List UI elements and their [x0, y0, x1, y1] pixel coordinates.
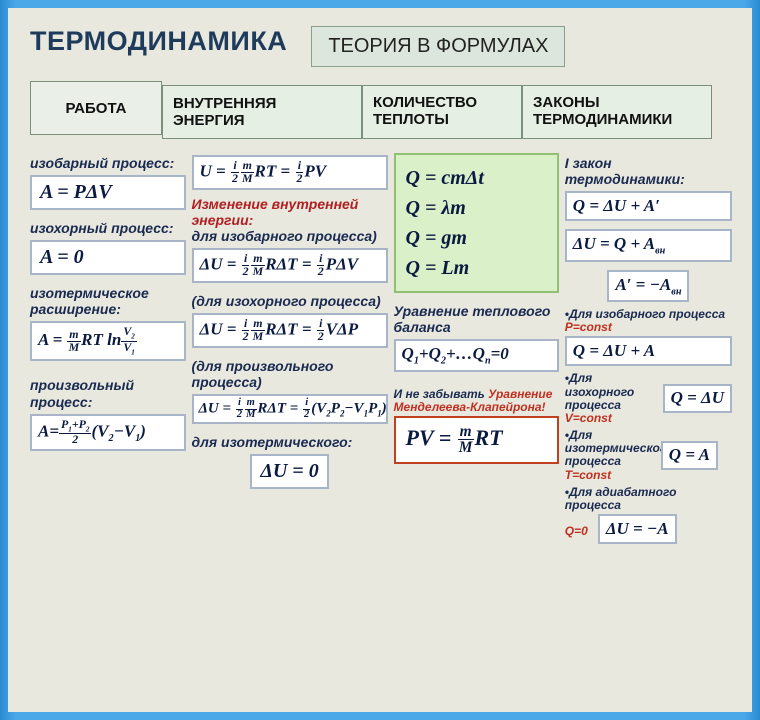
label-isochoric-proc: •Для изохорного процессаV=const Q = ΔU: [565, 372, 732, 425]
content-columns: изобарный процесс: A = PΔV изохорный про…: [30, 151, 732, 550]
tab-laws[interactable]: ЗАКОНЫ ТЕРМОДИНАМИКИ: [522, 85, 712, 139]
formula-Q-A: Q = A: [661, 441, 718, 470]
formula-dU-isochoric: ΔU = i2mMRΔT = i2VΔP: [192, 313, 388, 348]
label-heat-balance: Уравнение теплового баланса: [394, 303, 559, 335]
formula-heat-balance: Q1+Q2+…Qn=0: [394, 339, 559, 371]
label-arbitrary: произвольный процесс:: [30, 377, 186, 409]
formula-Q-dU-Aprime: Q = ΔU + A′: [565, 191, 732, 221]
formula-Q-gm: Q = gm: [406, 223, 547, 253]
formula-Q-lambda: Q = λm: [406, 193, 547, 223]
formula-dU-arbitrary: ΔU = i2mMRΔT = i2(V2P2−V1P1): [192, 394, 388, 424]
label-isochoric: изохорный процесс:: [30, 220, 186, 236]
label-dU-isothermal: для изотермического:: [192, 434, 388, 450]
label-dU-change: Изменение внутренней энергии:: [192, 196, 388, 228]
formula-U: U = i2mMRT = i2PV: [192, 155, 388, 190]
formula-mendeleev: PV = mMRT: [394, 416, 559, 464]
tab-laws-line1: ЗАКОНЫ: [533, 94, 600, 111]
label-first-law: I закон термодинамики:: [565, 155, 732, 187]
column-work: изобарный процесс: A = PΔV изохорный про…: [30, 151, 186, 550]
column-laws: I закон термодинамики: Q = ΔU + A′ ΔU = …: [565, 151, 732, 550]
formula-dU-minusA: ΔU = −A: [598, 514, 677, 544]
label-adiabatic-proc: •Для адиабатного процесса: [565, 486, 732, 512]
formula-A-RTln: A = mMRT lnV2V1: [30, 321, 186, 361]
tab-row: РАБОТА ВНУТРЕННЯЯ ЭНЕРГИЯ КОЛИЧЕСТВО ТЕП…: [30, 85, 732, 139]
tab-heat-line2: ТЕПЛОТЫ: [373, 111, 449, 128]
tab-heat-line1: КОЛИЧЕСТВО: [373, 94, 477, 111]
formula-Q-cmdt: Q = cmΔt: [406, 163, 547, 193]
formula-dU-0: ΔU = 0: [250, 454, 328, 489]
label-mendeleev: И не забывать Уравнение Менделеева-Клапе…: [394, 388, 559, 414]
tab-laws-line2: ТЕРМОДИНАМИКИ: [533, 111, 672, 128]
main-title: ТЕРМОДИНАМИКА: [30, 26, 287, 57]
formula-A-0: A = 0: [30, 240, 186, 275]
label-mendeleev-a: И не забывать: [394, 387, 489, 401]
column-heat: Q = cmΔt Q = λm Q = gm Q = Lm Уравнение …: [394, 151, 559, 550]
label-dU-arbitrary: (для произвольного процесса): [192, 358, 388, 390]
label-isothermal-proc: •Для изотермического процессаT=const Q =…: [565, 429, 732, 482]
label-Q0: Q=0: [565, 525, 588, 538]
formula-dU-Q-Avn: ΔU = Q + Aвн: [565, 229, 732, 261]
formula-Q-dU: Q = ΔU: [663, 384, 732, 413]
formula-A-PdV: A = PΔV: [30, 175, 186, 210]
page: ТЕРМОДИНАМИКА ТЕОРИЯ В ФОРМУЛАХ РАБОТА В…: [8, 8, 752, 712]
formula-Aprime-Avn: A′ = −Aвн: [607, 270, 689, 302]
titlebar: ТЕРМОДИНАМИКА ТЕОРИЯ В ФОРМУЛАХ: [30, 26, 732, 67]
formula-dU-isobaric: ΔU = i2mMRΔT = i2PΔV: [192, 248, 388, 283]
tab-heat-quantity[interactable]: КОЛИЧЕСТВО ТЕПЛОТЫ: [362, 85, 522, 139]
formula-Q-group: Q = cmΔt Q = λm Q = gm Q = Lm: [394, 153, 559, 293]
label-isobaric: изобарный процесс:: [30, 155, 186, 171]
label-isobaric-proc: •Для изобарного процессаP=const: [565, 308, 732, 334]
column-internal-energy: U = i2mMRT = i2PV Изменение внутренней э…: [192, 151, 388, 550]
label-dU-isochoric: (для изохорного процесса): [192, 293, 388, 309]
label-dU-isobaric: для изобарного процесса): [192, 228, 388, 244]
tab-work[interactable]: РАБОТА: [30, 81, 162, 135]
label-isothermal-exp: изотермическое расширение:: [30, 285, 186, 317]
formula-A-arbitrary: A=P1+P22(V2−V1): [30, 414, 186, 451]
formula-Q-Lm: Q = Lm: [406, 253, 547, 283]
formula-Q-dU-A: Q = ΔU + A: [565, 336, 732, 366]
tab-internal-energy[interactable]: ВНУТРЕННЯЯ ЭНЕРГИЯ: [162, 85, 362, 139]
subtitle-box: ТЕОРИЯ В ФОРМУЛАХ: [311, 26, 565, 67]
